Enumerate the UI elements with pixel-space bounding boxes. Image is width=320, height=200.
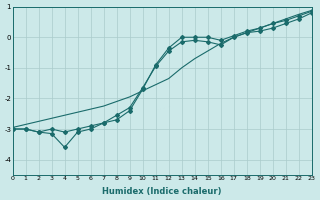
X-axis label: Humidex (Indice chaleur): Humidex (Indice chaleur) <box>102 187 222 196</box>
